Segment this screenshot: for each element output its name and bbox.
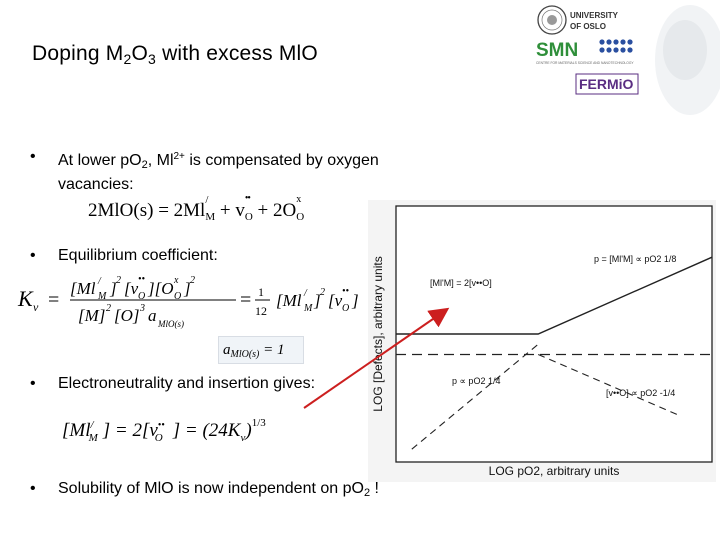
- svg-text:••: ••: [342, 286, 350, 297]
- smn-tagline: CENTRE FOR MATERIALS SCIENCE AND NANOTEC…: [536, 61, 634, 65]
- svg-text:[Ml: [Ml: [70, 279, 96, 298]
- svg-text:K: K: [17, 286, 34, 311]
- svg-text:]: ]: [313, 291, 321, 310]
- svg-text:O: O: [342, 303, 349, 314]
- svg-text:[v: [v: [124, 279, 139, 298]
- smn-dots-icon: [599, 39, 633, 53]
- svg-text:O: O: [138, 291, 145, 302]
- bullet-text-3: Electroneutrality and insertion gives:: [58, 375, 316, 392]
- bullet-marker-1: •: [30, 148, 36, 165]
- logo-area: UNIVERSITY OF OSLO SMN CENTRE FOR MATERI…: [530, 2, 650, 102]
- svg-text:1: 1: [258, 285, 264, 299]
- svg-text:M: M: [303, 303, 313, 314]
- svg-text:3: 3: [139, 303, 145, 314]
- svg-text:2: 2: [320, 287, 325, 298]
- svg-text:MlO(s): MlO(s): [157, 319, 184, 329]
- activity-equals-one: aMlO(s) = 1: [218, 336, 304, 364]
- svg-text:[O]: [O]: [114, 306, 140, 325]
- svg-text:[Ml: [Ml: [276, 291, 302, 310]
- red-arrow: [303, 307, 450, 409]
- bullet-marker-4: •: [30, 480, 36, 497]
- equilibrium-coefficient-equation: K v = [Ml / M ] 2 [v •• O ][O x O ] 2 [M…: [17, 274, 359, 329]
- annotation-p-eighth: p = [Ml'M] ∝ pO2 1/8: [594, 254, 676, 264]
- svg-text:a: a: [148, 306, 157, 325]
- university-line1: UNIVERSITY: [570, 11, 619, 20]
- bullet-text-4: Solubility of MlO is now independent on …: [58, 480, 379, 499]
- femtc-logo: FERMiO: [579, 76, 634, 92]
- reaction-equation: 2MlO(s) = 2Ml / M + v •• O + 2O x O: [88, 193, 305, 223]
- smn-logo: SMN: [536, 40, 578, 61]
- svg-text:=: =: [240, 289, 251, 311]
- bullet-marker-3: •: [30, 375, 36, 392]
- svg-text:2: 2: [190, 275, 195, 286]
- svg-text:2: 2: [116, 275, 121, 286]
- svg-text:/: /: [97, 276, 102, 287]
- svg-text:[M]: [M]: [78, 306, 105, 325]
- chart-series-line-3: [411, 343, 539, 450]
- svg-text:]: ]: [183, 279, 191, 298]
- svg-text:][O: ][O: [147, 279, 174, 298]
- svg-text:M: M: [97, 291, 107, 302]
- svg-text:]: ]: [109, 279, 117, 298]
- chart-xlabel: LOG pO2, arbitrary units: [489, 464, 620, 478]
- annotation-vacancy-minus-quarter: [v••O] ∝ pO2 -1/4: [606, 388, 675, 398]
- university-line2: OF OSLO: [570, 22, 606, 31]
- annotation-p-quarter: p ∝ pO2 1/4: [452, 376, 500, 386]
- bullet-text-1: At lower pO2, Ml2+ is compensated by oxy…: [58, 151, 379, 193]
- bullet-text-2: Equilibrium coefficient:: [58, 247, 218, 264]
- chart-ylabel: LOG [Defects], arbitrary units: [371, 256, 385, 411]
- chart-series-line-1: [396, 256, 713, 335]
- svg-text:••: ••: [138, 274, 146, 285]
- svg-text:]: ]: [351, 291, 359, 310]
- svg-text:2: 2: [106, 303, 111, 314]
- university-seal-logo: UNIVERSITY OF OSLO SMN CENTRE FOR MATERI…: [536, 5, 639, 95]
- svg-text:=: =: [48, 289, 59, 311]
- svg-text:12: 12: [255, 304, 267, 318]
- chart-series-line-4: [537, 353, 681, 417]
- svg-text:[v: [v: [328, 291, 343, 310]
- red-arrow-line: [303, 307, 450, 409]
- svg-text:/: /: [303, 288, 308, 299]
- decorative-portrait-watermark: [655, 5, 720, 115]
- slide-title: Doping M2O3 with excess MlO: [32, 42, 318, 67]
- electroneutrality-equation: [Ml/M] = 2[v••O] = (24Kv)1/3: [62, 417, 266, 444]
- bullet-marker-2: •: [30, 247, 36, 264]
- svg-text:v: v: [33, 300, 39, 314]
- svg-text:O: O: [174, 291, 181, 302]
- annotation-neutrality: [Ml'M] = 2[v••O]: [430, 278, 492, 288]
- svg-text:x: x: [173, 275, 179, 286]
- defect-diagram: LOG [Defects], arbitrary units LOG pO2, …: [368, 200, 716, 482]
